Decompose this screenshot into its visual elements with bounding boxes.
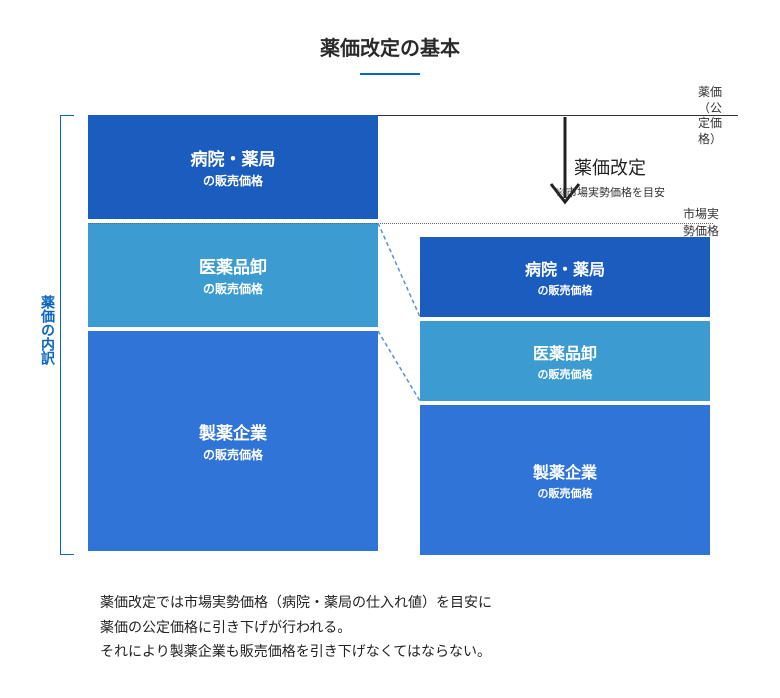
breakdown-label: 薬価の内訳 xyxy=(38,295,58,365)
price-box: 医薬品卸の販売価格 xyxy=(420,321,710,401)
box-main-label: 製薬企業 xyxy=(199,419,267,444)
box-sub-label: の販売価格 xyxy=(538,366,593,382)
box-main-label: 製薬企業 xyxy=(533,459,597,483)
box-sub-label: の販売価格 xyxy=(538,485,593,501)
price-box: 病院・薬局の販売価格 xyxy=(88,115,378,219)
top-price-label-1: 薬価 xyxy=(698,85,722,99)
box-sub-label: の販売価格 xyxy=(203,172,263,189)
breakdown-bracket xyxy=(60,115,74,555)
box-main-label: 医薬品卸 xyxy=(199,253,267,278)
box-main-label: 医薬品卸 xyxy=(533,340,597,364)
price-box: 製薬企業の販売価格 xyxy=(88,331,378,551)
title-underline xyxy=(360,73,420,75)
left-stack: 病院・薬局の販売価格医薬品卸の販売価格製薬企業の販売価格 xyxy=(88,115,378,555)
diagram-area: 薬価 （公定価格） 薬価の内訳 病院・薬局の販売価格医薬品卸の販売価格製薬企業の… xyxy=(60,115,720,560)
price-box: 製薬企業の販売価格 xyxy=(420,405,710,555)
market-price-label: 市場実勢価格 xyxy=(683,205,720,239)
price-box: 医薬品卸の販売価格 xyxy=(88,223,378,327)
description-line: それにより製薬企業も販売価格を引き下げなくてはならない。 xyxy=(100,639,700,664)
market-price-line xyxy=(88,223,713,224)
description-text: 薬価改定では市場実勢価格（病院・薬局の仕入れ値）を目安に薬価の公定価格に引き下げ… xyxy=(100,590,700,664)
description-line: 薬価改定では市場実勢価格（病院・薬局の仕入れ値）を目安に xyxy=(100,590,700,615)
revision-title: 薬価改定 xyxy=(510,154,710,180)
description-line: 薬価の公定価格に引き下げが行われる。 xyxy=(100,615,700,640)
box-main-label: 病院・薬局 xyxy=(525,256,605,280)
box-sub-label: の販売価格 xyxy=(203,446,263,463)
box-main-label: 病院・薬局 xyxy=(191,145,276,170)
revision-note: ※市場実勢価格を目安 xyxy=(510,184,710,200)
right-stack: 病院・薬局の販売価格医薬品卸の販売価格製薬企業の販売価格 xyxy=(420,237,710,559)
price-box: 病院・薬局の販売価格 xyxy=(420,237,710,317)
page-title: 薬価改定の基本 xyxy=(0,0,780,61)
revision-arrow-group: 薬価改定 ※市場実勢価格を目安 xyxy=(420,115,710,200)
title-text: 薬価改定の基本 xyxy=(320,38,460,60)
box-sub-label: の販売価格 xyxy=(538,282,593,298)
box-sub-label: の販売価格 xyxy=(203,280,263,297)
